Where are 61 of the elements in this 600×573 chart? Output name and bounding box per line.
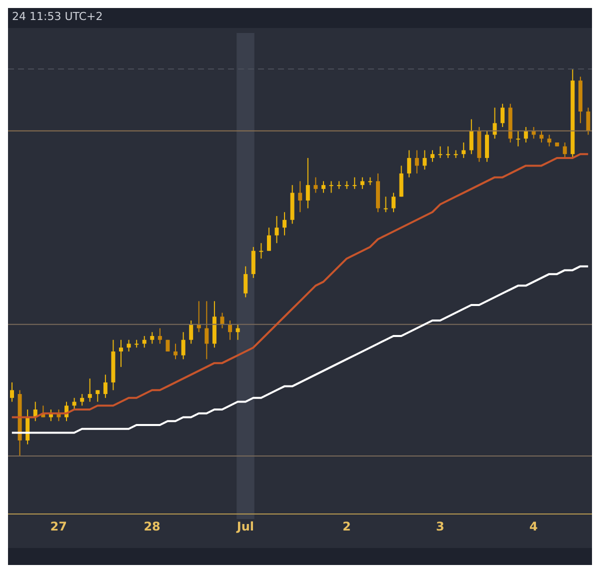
candlestick	[298, 180, 302, 213]
candlestick	[562, 142, 567, 158]
candlestick	[181, 332, 186, 360]
text: 24 11:53 UTC+2	[12, 10, 103, 23]
candlestick	[352, 176, 357, 190]
candlestick	[126, 339, 131, 352]
candlestick	[96, 390, 100, 402]
candlestick	[516, 130, 520, 147]
candlestick	[329, 180, 334, 194]
candlestick	[314, 176, 318, 194]
candlestick	[524, 126, 528, 143]
candlestick	[72, 397, 76, 410]
candlestick	[158, 328, 162, 344]
candlestick	[244, 266, 248, 298]
candlestick	[103, 374, 108, 398]
x-tick-label: Jul	[236, 520, 254, 534]
x-tick-label: 2	[342, 520, 351, 534]
candlestick	[469, 118, 474, 155]
candlestick	[454, 150, 458, 158]
candlestick	[142, 335, 146, 348]
x-tick-label: 27	[50, 520, 67, 534]
candlestick	[586, 107, 590, 136]
candlestick	[228, 320, 232, 340]
candlestick	[80, 394, 84, 406]
candlestick	[274, 216, 279, 244]
candlestick	[236, 324, 240, 340]
candlestick	[119, 339, 124, 368]
candlestick	[282, 212, 287, 236]
candlestick	[266, 227, 271, 252]
candlestick	[484, 130, 489, 162]
candlestick	[88, 378, 92, 402]
candlestick	[204, 300, 209, 360]
candlestick	[150, 332, 154, 344]
candlestick	[399, 165, 404, 198]
candlestick	[539, 130, 544, 143]
candlestick	[446, 146, 450, 158]
candlestick	[438, 146, 442, 158]
candlestick	[174, 343, 178, 360]
candlestick	[189, 320, 194, 344]
candlestick	[407, 150, 412, 178]
candlestick	[430, 150, 434, 162]
candlestick	[360, 176, 364, 190]
candlestick	[220, 312, 224, 329]
candlestick	[422, 150, 427, 170]
candlestick	[10, 382, 14, 402]
x-tick-label: 4	[529, 520, 538, 534]
candlestick	[384, 196, 388, 213]
candlestick	[259, 242, 264, 260]
candlestick	[462, 142, 466, 158]
candlestick	[306, 157, 310, 209]
candlestick	[500, 103, 505, 128]
candlestick	[321, 180, 326, 194]
candlestick	[344, 180, 349, 190]
candlestick	[492, 107, 497, 140]
candlestick	[337, 180, 342, 190]
candlestick	[547, 134, 552, 147]
candlestick	[414, 150, 419, 174]
x-tick-label: 28	[144, 520, 160, 534]
x-tick-label: 3	[436, 520, 444, 534]
candlestick	[392, 192, 396, 213]
candlestick	[251, 246, 256, 278]
